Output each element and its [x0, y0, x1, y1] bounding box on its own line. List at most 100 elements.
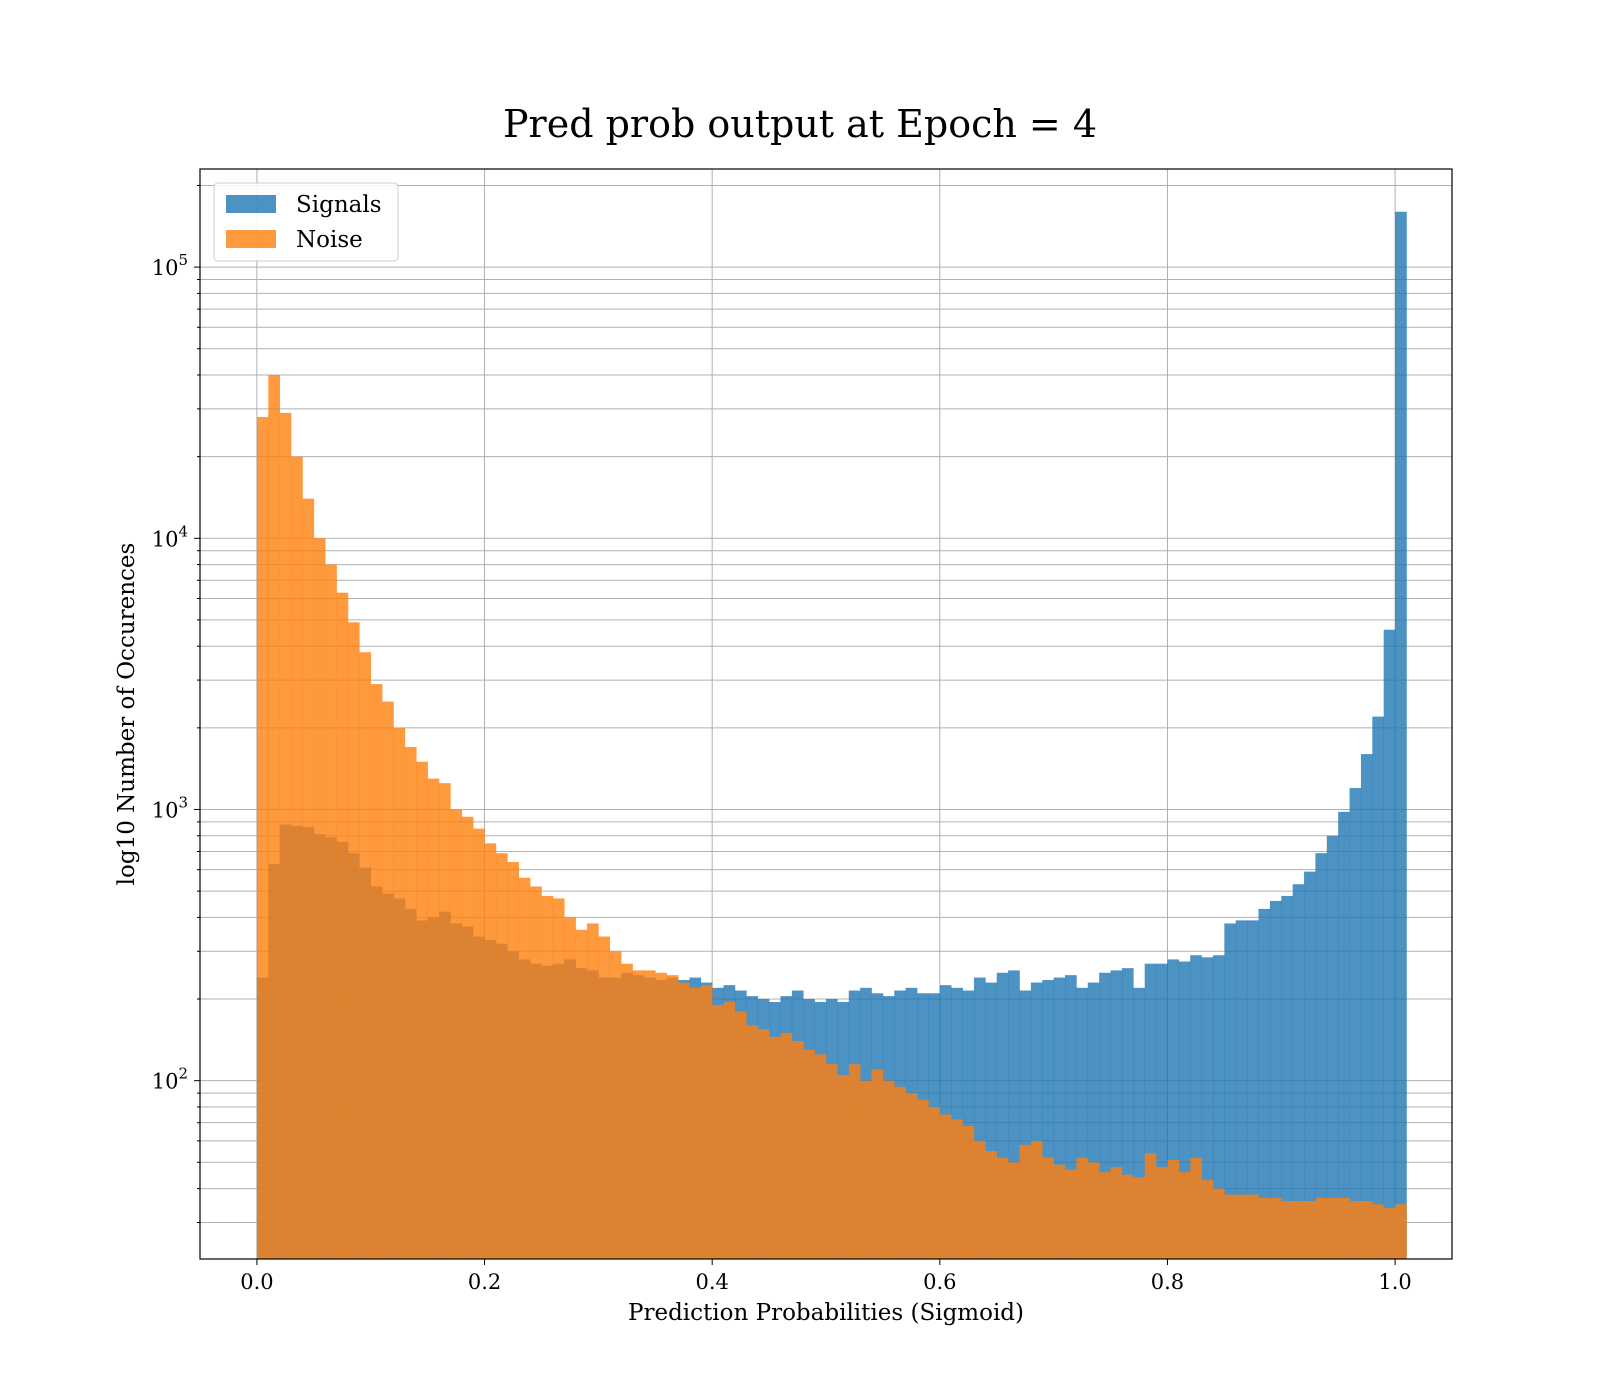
histogram-bar — [484, 843, 497, 1259]
histogram-bar — [734, 1011, 747, 1259]
histogram-bar — [382, 701, 394, 1259]
histogram-bar — [1326, 835, 1339, 1259]
histogram-bar — [962, 1126, 975, 1259]
histogram-bar — [325, 564, 337, 1259]
histogram-bar — [336, 592, 349, 1259]
histogram-bar — [507, 862, 519, 1259]
histogram-bar — [552, 898, 565, 1259]
bars-layer — [256, 211, 1407, 1260]
histogram-bar — [256, 417, 269, 1259]
histogram-bar — [1178, 961, 1191, 1259]
histogram-bar — [848, 1064, 861, 1259]
histogram-bar — [1201, 957, 1214, 1259]
histogram-bar — [313, 538, 326, 1259]
histogram-bar — [871, 1069, 884, 1259]
histogram-bar — [894, 1086, 906, 1259]
axes-frame — [199, 168, 1453, 1260]
histogram-bar — [302, 498, 315, 1259]
x-tick-label: 0.2 — [468, 1270, 501, 1294]
histogram-bar — [1110, 1167, 1123, 1259]
histogram-bar — [1065, 975, 1077, 1259]
histogram-bar — [860, 1080, 872, 1259]
histogram-bar — [928, 1106, 941, 1259]
histogram-bar — [1030, 1140, 1043, 1259]
histogram-bar — [1156, 963, 1168, 1259]
y-tick-label: 103 — [152, 793, 188, 822]
histogram-bar — [1247, 1194, 1259, 1259]
histogram-bar — [404, 746, 417, 1259]
y-tick-label: 105 — [152, 251, 188, 280]
histogram-bar — [1042, 980, 1054, 1259]
histogram-bar — [700, 985, 713, 1259]
histogram-bar — [1247, 920, 1259, 1259]
histogram-bar — [780, 1032, 793, 1259]
histogram-bar — [393, 727, 406, 1259]
histogram-bar — [530, 886, 542, 1259]
histogram-bar — [473, 828, 485, 1259]
y-axis-label: log10 Number of Occurences — [114, 543, 140, 886]
legend-label: Signals — [296, 192, 382, 218]
histogram-bar — [996, 1157, 1009, 1259]
histogram-bar — [655, 972, 667, 1259]
histogram-bar — [1201, 1180, 1214, 1259]
histogram-bar — [1099, 1172, 1111, 1259]
histogram-bar — [1019, 1144, 1032, 1259]
legend: Signals Noise — [213, 182, 399, 262]
histogram-bar — [1190, 955, 1202, 1259]
histogram-bar — [939, 1114, 952, 1259]
histogram-bar — [1212, 955, 1225, 1259]
histogram-bar — [1178, 1172, 1191, 1259]
histogram-bar — [1258, 1197, 1271, 1259]
histogram-bar — [643, 970, 656, 1259]
histogram-bar — [1224, 923, 1237, 1259]
histogram-bar — [1076, 1157, 1089, 1259]
histogram-bar — [586, 923, 599, 1259]
histogram-bar — [347, 622, 360, 1259]
histogram-bar — [1053, 977, 1066, 1259]
histogram-bar — [370, 684, 383, 1259]
x-tick-label: 0.4 — [695, 1270, 728, 1294]
histogram-bar — [416, 761, 428, 1259]
histogram-bar — [1099, 972, 1111, 1259]
histogram-bar — [712, 1005, 724, 1259]
histogram-bar — [905, 1093, 918, 1259]
histogram-bar — [962, 990, 975, 1259]
histogram-bar — [1167, 1159, 1180, 1259]
histogram-bar — [973, 977, 986, 1259]
histogram-bar — [1133, 987, 1145, 1259]
histogram-bar — [1315, 1197, 1328, 1259]
histogram-bar — [439, 783, 451, 1259]
histogram-bar — [814, 1054, 827, 1259]
histogram-bar — [279, 412, 292, 1260]
histogram-bar — [1269, 1197, 1282, 1259]
histogram-bar — [1281, 1200, 1293, 1259]
histogram-bar — [1019, 990, 1032, 1259]
histogram-bar — [609, 951, 622, 1259]
histogram-bar — [632, 970, 645, 1259]
histogram-bar — [1258, 908, 1271, 1259]
histogram-bar — [1212, 1188, 1225, 1259]
x-tick-label: 0.6 — [923, 1270, 956, 1294]
histogram-bar — [564, 917, 576, 1259]
histogram-bar — [575, 929, 588, 1259]
histogram-bar — [427, 778, 440, 1259]
histogram-bar — [746, 1025, 759, 1259]
x-tick-label: 1.0 — [1378, 1270, 1411, 1294]
histogram-bar — [882, 1080, 895, 1259]
histogram-bar — [621, 963, 633, 1259]
histogram-bar — [1235, 1194, 1248, 1259]
x-tick-label: 0.8 — [1151, 1270, 1184, 1294]
histogram-bar — [1224, 1194, 1237, 1259]
histogram-bar — [518, 877, 531, 1259]
histogram-bar — [1087, 1162, 1100, 1259]
x-tick-label: 0.0 — [240, 1270, 273, 1294]
histogram-bar — [689, 987, 702, 1259]
histogram-bar — [1360, 754, 1373, 1259]
histogram-bar — [1030, 982, 1043, 1259]
histogram-bar — [1349, 1200, 1362, 1259]
histogram-bar — [1190, 1157, 1202, 1259]
histogram-bar — [1269, 900, 1282, 1259]
histogram-bar — [598, 936, 611, 1259]
histogram-bar — [996, 972, 1009, 1259]
